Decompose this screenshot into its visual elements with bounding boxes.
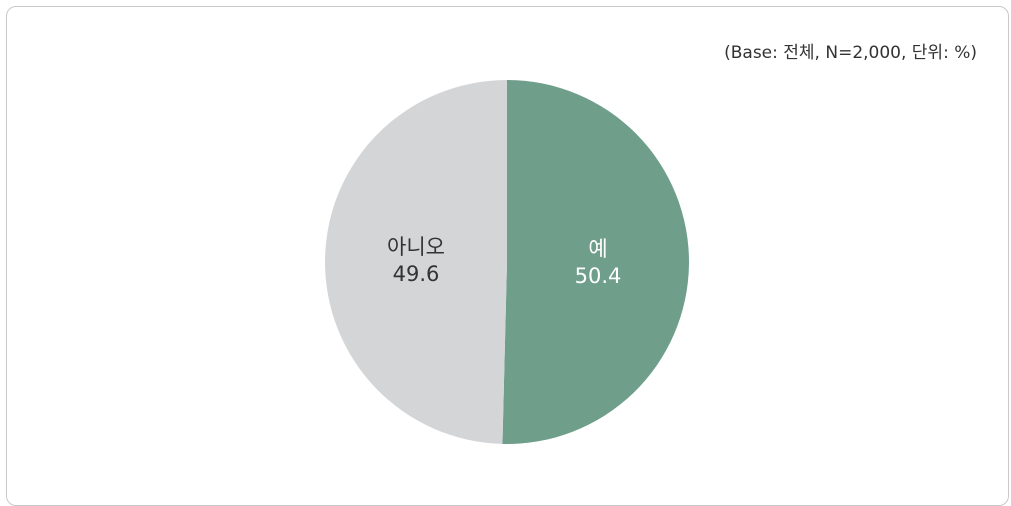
slice-value-label: 49.6	[393, 262, 440, 286]
slice-label: 예	[588, 237, 607, 261]
slice-value-label: 50.4	[575, 264, 622, 288]
base-note: (Base: 전체, N=2,000, 단위: %)	[724, 43, 977, 63]
pie-slice-no	[324, 80, 507, 444]
pie-slice-yes	[502, 80, 689, 444]
slice-label: 아니오	[387, 235, 445, 259]
pie-chart: 예 50.4 아니오 49.6	[324, 80, 689, 444]
